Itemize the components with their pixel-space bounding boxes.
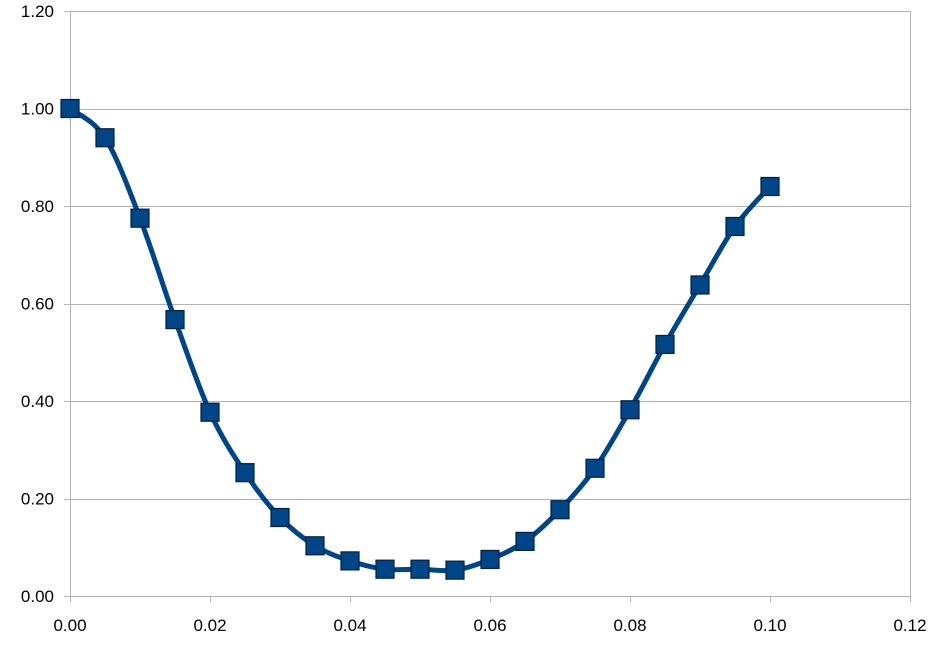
data-point-marker xyxy=(515,531,535,552)
data-point-marker xyxy=(410,559,430,579)
data-point-marker xyxy=(655,334,675,355)
data-point-marker xyxy=(270,507,290,528)
data-point-marker xyxy=(550,500,570,520)
axes xyxy=(70,11,911,602)
data-point-marker xyxy=(95,128,115,148)
y-tick-label: 1.20 xyxy=(21,2,54,21)
y-tick-label: 0.80 xyxy=(21,197,54,216)
data-point-marker xyxy=(235,463,255,483)
data-point-marker xyxy=(725,216,745,237)
data-point-marker xyxy=(305,536,325,556)
x-tick-label: 0.00 xyxy=(53,616,86,635)
data-point-marker xyxy=(760,176,780,197)
data-point-marker xyxy=(60,98,80,119)
data-point-marker xyxy=(480,549,500,570)
series-layer xyxy=(60,98,780,580)
data-point-marker xyxy=(620,400,640,420)
grid-lines xyxy=(64,11,910,597)
data-point-marker xyxy=(165,309,185,330)
data-point-marker xyxy=(200,402,220,422)
data-point-marker xyxy=(340,551,360,571)
x-tick-label: 0.08 xyxy=(613,616,646,635)
data-point-marker xyxy=(690,275,710,295)
x-tick-label: 0.06 xyxy=(473,616,506,635)
y-tick-label: 0.40 xyxy=(21,392,54,411)
data-point-marker xyxy=(445,560,465,580)
data-point-marker xyxy=(585,458,605,478)
y-tick-label: 0.60 xyxy=(21,295,54,314)
y-tick-label: 0.20 xyxy=(21,490,54,509)
data-point-marker xyxy=(130,208,150,228)
tick-labels: 0.00 0.20 0.40 0.60 0.80 1.00 1.20 0.00 0.02 0.04… xyxy=(21,2,927,635)
y-tick-label: 1.00 xyxy=(21,100,54,119)
x-tick-label: 0.10 xyxy=(753,616,786,635)
data-point-marker xyxy=(375,559,395,579)
y-tick-label: 0.00 xyxy=(21,587,54,606)
x-tick-label: 0.02 xyxy=(193,616,226,635)
x-tick-label: 0.12 xyxy=(893,616,926,635)
x-tick-label: 0.04 xyxy=(333,616,366,635)
